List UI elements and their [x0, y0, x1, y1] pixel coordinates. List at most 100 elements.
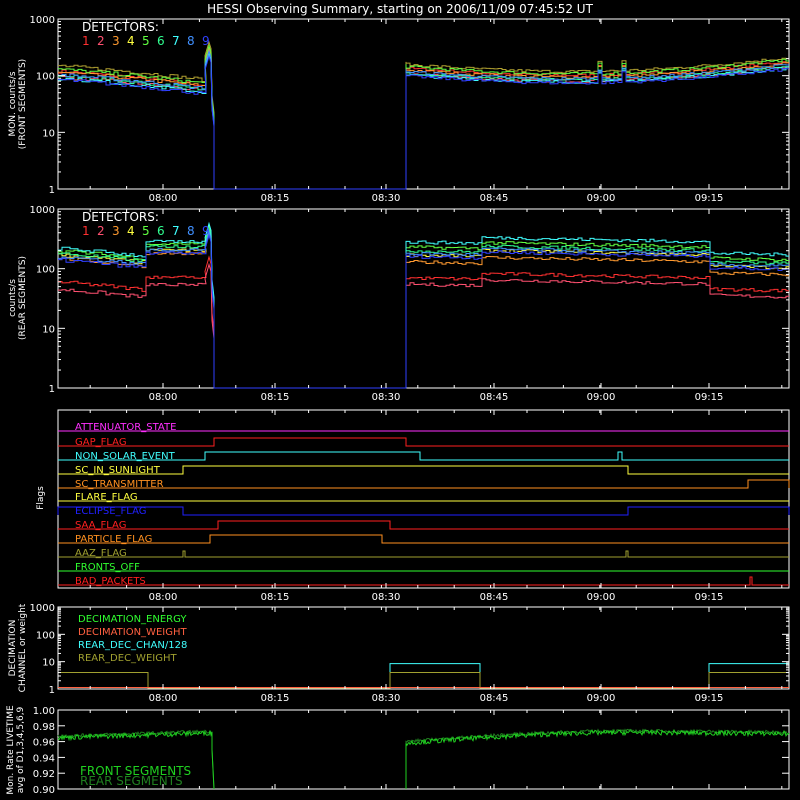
front-ylabel-line-1: MON. counts/s	[8, 71, 18, 136]
x-tick-label: 08:00	[149, 193, 178, 204]
flag-label: BAD_PACKETS	[75, 576, 146, 587]
detector-legend-8: 8	[187, 224, 195, 238]
decimation-panel: 08:00 08:15 08:30 08:45 09:00 09:15 1 10 100 1000…	[8, 603, 790, 704]
decimation-panel-frame	[57, 606, 790, 690]
y-tick-label: 0.94	[33, 753, 55, 764]
flag-line	[58, 534, 789, 544]
rear-axis: 08:00 08:15 08:30 08:45 09:00 09:15 1 10 100 1000	[30, 205, 789, 403]
livetime-ylabel-line-1: Mon. Rate LIVETIME	[6, 705, 16, 795]
x-tick-label: 08:00	[149, 392, 178, 403]
livetime-panel: 0.90 0.92 0.94 0.96 0.98 1.00 FRONT SEGMENTSR…	[6, 705, 790, 796]
x-tick-label: 08:30	[372, 693, 401, 704]
x-tick-label: 09:15	[695, 392, 724, 403]
detector-legend-7: 7	[172, 224, 180, 238]
x-tick-label: 09:15	[695, 193, 724, 204]
detector-legend-6: 6	[157, 34, 165, 48]
front-panel: 08:00 08:15 08:30 08:45 09:00 09:15 1 10 100 1000…	[8, 15, 790, 204]
detector-legend-2: 2	[97, 34, 105, 48]
y-tick-label: 1.00	[33, 706, 55, 717]
detector-9-line	[58, 233, 789, 389]
flag-label: ECLIPSE_FLAG	[75, 506, 146, 517]
decimation-axis: 08:00 08:15 08:30 08:45 09:00 09:15 1 10 100 1000	[30, 603, 789, 704]
rear-dec-weight-line	[58, 672, 789, 689]
x-tick-label: 09:00	[587, 193, 616, 204]
livetime-legend-rear: REAR SEGMENTS	[80, 774, 183, 788]
detector-legend-7: 7	[172, 34, 180, 48]
flags-group: ATTENUATOR_STATE GAP_FLAG NON_SOLAR_EVENT S…	[57, 422, 790, 587]
decimation-legend-item: REAR_DEC_WEIGHT	[78, 653, 177, 664]
x-tick-label: 08:30	[372, 193, 401, 204]
detector-2-line	[58, 262, 789, 389]
x-tick-label: 08:45	[480, 193, 509, 204]
flag-label: PARTICLE_FLAG	[75, 534, 152, 545]
rear-ylabel-line-2: (REAR SEGMENTS)	[18, 256, 28, 340]
livetime-legend-front: FRONT SEGMENTS	[80, 764, 191, 778]
y-tick-label: 1000	[30, 205, 55, 216]
livetime-panel-frame	[57, 709, 790, 790]
y-tick-label: 10	[42, 658, 55, 669]
detector-legend-2: 2	[97, 224, 105, 238]
x-tick-label: 08:15	[261, 392, 290, 403]
x-tick-label: 09:00	[587, 392, 616, 403]
x-tick-label: 08:30	[372, 392, 401, 403]
rear-panel-frame	[57, 208, 790, 389]
x-tick-label: 08:30	[372, 592, 401, 603]
detector-4-line	[58, 228, 789, 389]
front-ylabel-line-2: (FRONT SEGMENTS)	[18, 59, 28, 149]
flag-label: NON_SOLAR_EVENT	[75, 451, 176, 462]
x-tick-label: 08:00	[149, 592, 178, 603]
decimation-legend: DECIMATION_ENERGY DECIMATION_WEIGHT REAR_D…	[78, 614, 187, 664]
flags-ylabel: Flags	[36, 486, 46, 510]
front-series-group	[58, 40, 789, 190]
flags-panel: ATTENUATOR_STATE GAP_FLAG NON_SOLAR_EVENT S…	[36, 409, 790, 603]
flag-label: FLARE_FLAG	[75, 492, 138, 503]
flags-axis: 08:00 08:15 08:30 08:45 09:00 09:15	[89, 410, 783, 603]
x-tick-label: 08:00	[149, 693, 178, 704]
flag-label: SC_TRANSMITTER	[75, 479, 164, 490]
flag-line	[58, 550, 789, 558]
detector-5-line	[58, 224, 789, 389]
flag-label: GAP_FLAG	[75, 437, 127, 448]
detector-legend-3: 3	[112, 224, 120, 238]
y-tick-label: 100	[36, 72, 55, 83]
front-panel-frame	[57, 18, 790, 190]
x-tick-label: 08:15	[261, 592, 290, 603]
y-tick-label: 0.90	[33, 785, 55, 796]
y-tick-label: 0.92	[33, 769, 55, 780]
detector-9-line	[58, 54, 789, 190]
x-tick-label: 09:00	[587, 592, 616, 603]
y-tick-label: 1000	[30, 15, 55, 26]
y-tick-label: 0.96	[33, 738, 55, 749]
rear-series-group	[58, 221, 789, 389]
decimation-legend-item: DECIMATION_WEIGHT	[78, 627, 187, 638]
decimation-ylabel-line-1: DECIMATION	[8, 620, 18, 677]
x-tick-label: 08:45	[480, 592, 509, 603]
decimation-legend-item: REAR_DEC_CHAN/128	[78, 640, 187, 651]
x-tick-label: 08:15	[261, 693, 290, 704]
y-tick-label: 100	[36, 630, 55, 641]
rear-dec-chan-line	[58, 663, 789, 689]
detector-legend-1: 1	[82, 34, 90, 48]
detector-legend-4: 4	[127, 34, 135, 48]
flag-line	[58, 479, 790, 489]
detector-legend-9: 9	[202, 224, 210, 238]
livetime-axis: 0.90 0.92 0.94 0.96 0.98 1.00	[33, 706, 789, 796]
y-tick-label: 10	[42, 324, 55, 335]
flag-line	[58, 465, 789, 475]
y-tick-label: 100	[36, 265, 55, 276]
decimation-legend-item: DECIMATION_ENERGY	[78, 614, 187, 625]
detector-1-line	[58, 255, 789, 389]
detector-3-line	[58, 231, 789, 389]
flag-line	[58, 437, 789, 447]
detector-legend-8: 8	[187, 34, 195, 48]
livetime-series-group	[57, 728, 790, 790]
flag-line	[58, 576, 789, 586]
flag-label: SAA_FLAG	[75, 520, 126, 531]
detector-8-line	[58, 229, 789, 389]
decimation-series-group	[58, 663, 789, 689]
detector-4-line	[58, 40, 789, 190]
detector-legend-4: 4	[127, 224, 135, 238]
